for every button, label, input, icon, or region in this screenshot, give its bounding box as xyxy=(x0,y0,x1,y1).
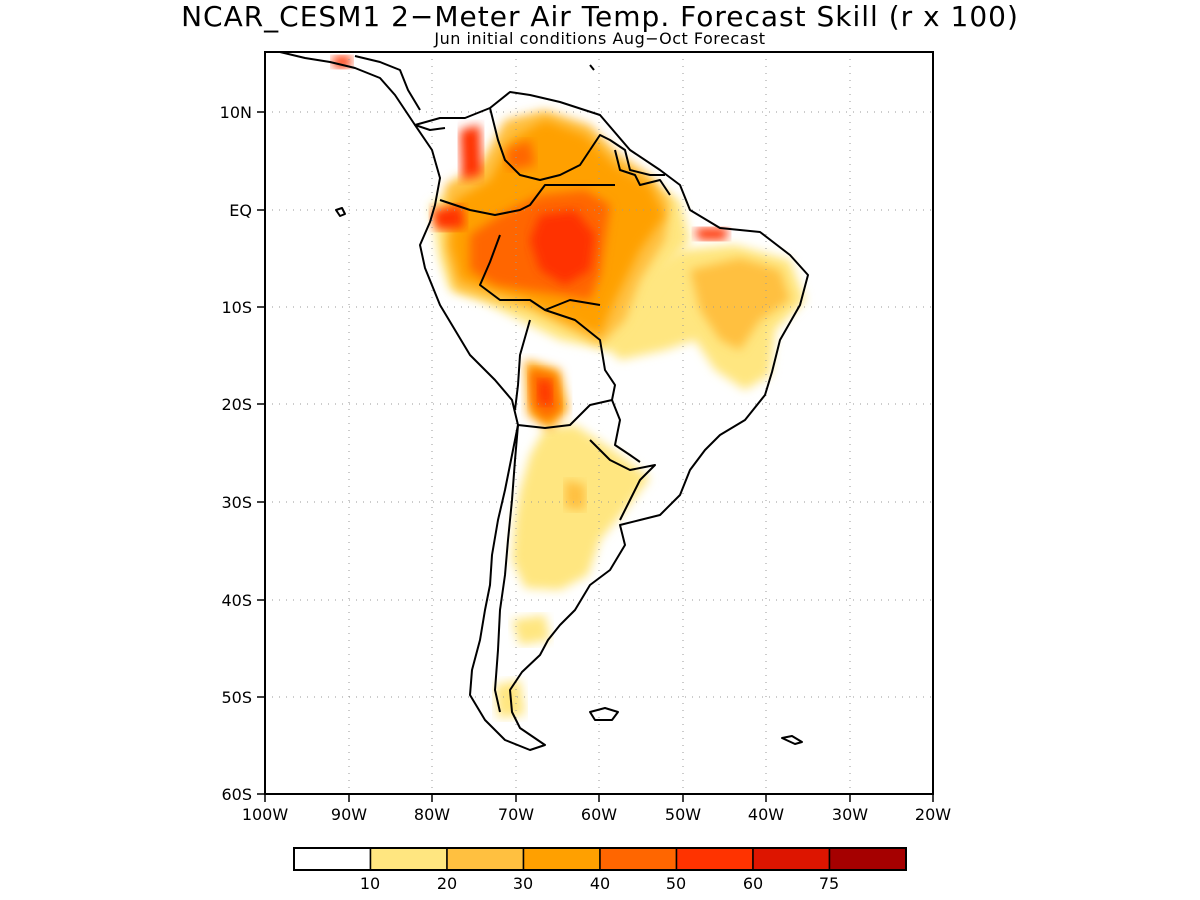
skill-region-bolivia-core xyxy=(538,380,552,405)
legend-label: 30 xyxy=(513,874,533,893)
south-georgia xyxy=(781,735,803,745)
legend-color-box xyxy=(599,847,678,871)
map-title: NCAR_CESM1 2−Meter Air Temp. Forecast Sk… xyxy=(181,0,1019,33)
border-peru-bolivia xyxy=(514,319,531,411)
lat-label: 60S xyxy=(221,785,252,804)
lat-label: 30S xyxy=(221,493,252,512)
skill-shading xyxy=(332,56,805,718)
legend-color-box xyxy=(828,847,907,871)
lon-label: 90W xyxy=(331,805,367,824)
border-venezuela-guyana xyxy=(589,134,665,176)
lat-label: EQ xyxy=(229,201,252,220)
legend-label: 40 xyxy=(590,874,610,893)
central-america-north-coast xyxy=(354,55,421,111)
map-subtitle: Jun initial conditions Aug−Oct Forecast xyxy=(434,29,766,48)
lon-label: 60W xyxy=(581,805,617,824)
falkland-islands xyxy=(589,707,619,721)
lat-label: 40S xyxy=(221,591,252,610)
lon-label: 80W xyxy=(414,805,450,824)
skill-region-northeast-brazil xyxy=(690,258,790,350)
lat-label: 50S xyxy=(221,688,252,707)
legend-label: 20 xyxy=(437,874,457,893)
south-america-coastline xyxy=(414,91,809,751)
skill-region-north-ridge xyxy=(505,140,535,170)
lat-label: 10S xyxy=(221,298,252,317)
legend-label: 60 xyxy=(743,874,763,893)
border-colombia-venezuela xyxy=(489,107,591,181)
longitude-labels: 100W 90W 80W 70W 60W 50W 40W 30W 20W xyxy=(242,805,951,824)
color-legend: 10 20 30 40 50 60 75 xyxy=(293,847,907,893)
gridlines xyxy=(265,52,933,794)
lon-label: 40W xyxy=(748,805,784,824)
lat-label: 20S xyxy=(221,395,252,414)
legend-label: 50 xyxy=(666,874,686,893)
skill-region-ecuador xyxy=(432,205,465,230)
axis-ticks xyxy=(257,111,934,802)
lat-label: 10N xyxy=(220,103,252,122)
legend-color-box xyxy=(675,847,754,871)
border-bolivia-brazil xyxy=(544,309,616,401)
border-bolivia-paraguay-argentina xyxy=(517,399,641,463)
legend-border xyxy=(293,847,907,871)
legend-color-box xyxy=(522,847,601,871)
lon-label: 20W xyxy=(915,805,951,824)
lon-label: 100W xyxy=(242,805,289,824)
latitude-labels: 10N EQ 10S 20S 30S 40S 50S 60S xyxy=(220,103,252,804)
legend-color-box xyxy=(293,847,372,871)
legend-color-box xyxy=(369,847,448,871)
lon-label: 50W xyxy=(665,805,701,824)
trinidad xyxy=(589,64,595,71)
border-peru-brazil xyxy=(479,234,601,311)
lon-label: 70W xyxy=(498,805,534,824)
border-argentina-uruguay-brazil xyxy=(589,439,656,521)
galapagos xyxy=(335,207,346,217)
coastlines xyxy=(279,52,809,751)
border-guianas xyxy=(614,149,671,196)
legend-color-box xyxy=(446,847,525,871)
skill-region-patagonia xyxy=(512,615,550,645)
legend-color-box xyxy=(752,847,831,871)
skill-region-colombia-west xyxy=(460,125,482,180)
lon-label: 30W xyxy=(832,805,868,824)
border-chile-argentina xyxy=(494,424,519,713)
border-colombia-peru-brazil xyxy=(439,184,615,216)
central-america-coastline xyxy=(279,52,446,131)
skill-region-mouth-amazon xyxy=(695,228,728,240)
legend-boxes xyxy=(293,847,907,871)
skill-region-central-america xyxy=(332,56,352,68)
skill-region-argentina-core xyxy=(565,480,585,510)
legend-label: 10 xyxy=(360,874,380,893)
skill-region-central-amazon-core xyxy=(530,210,595,285)
legend-label: 75 xyxy=(819,874,839,893)
